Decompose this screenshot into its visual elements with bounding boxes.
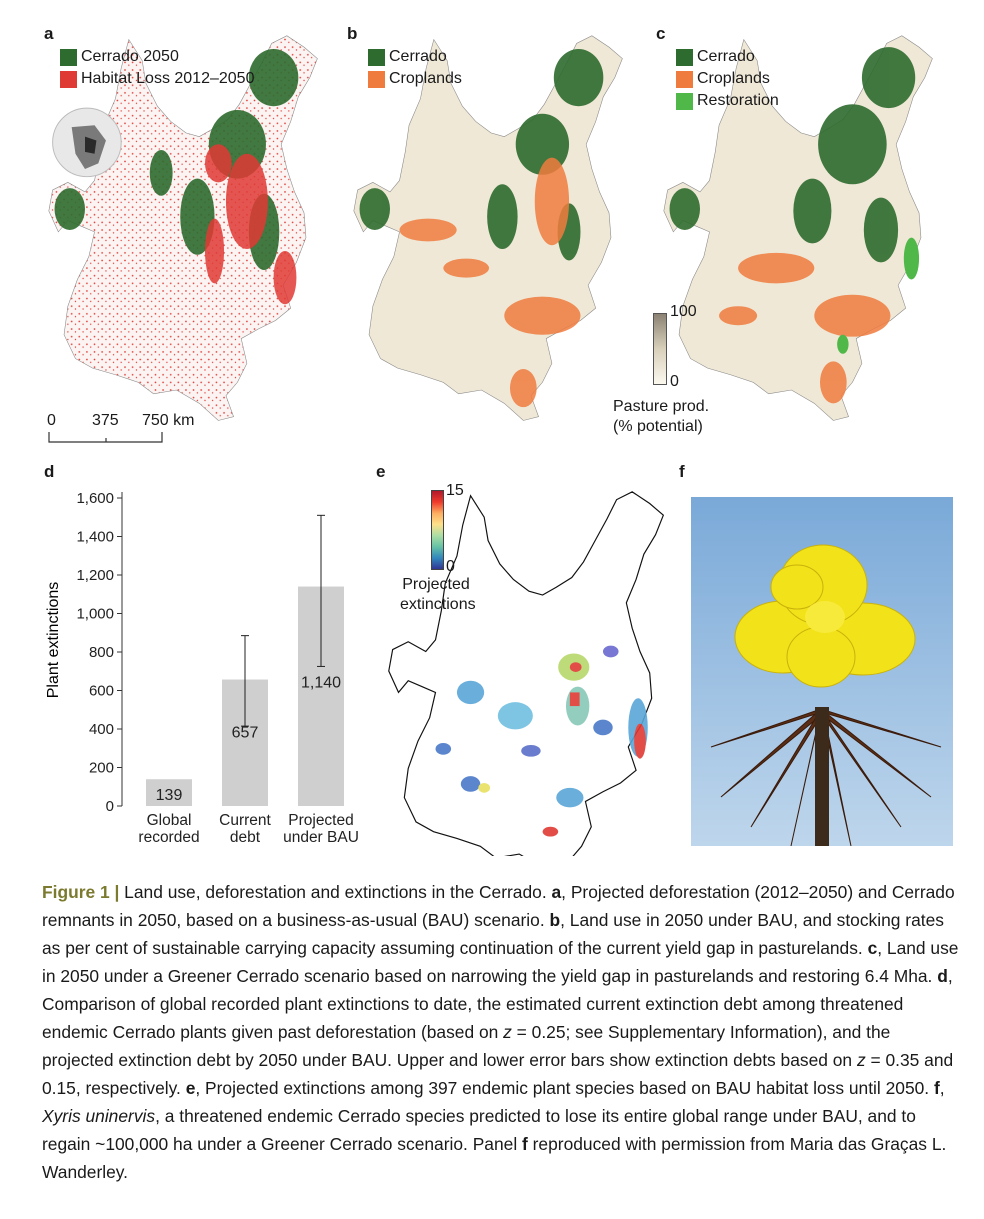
panel-label-f: f — [679, 462, 685, 481]
flower-photo — [691, 497, 953, 846]
caption-text: , Projected extinctions among 397 endemi… — [195, 1078, 934, 1098]
bar — [146, 779, 192, 806]
map-c — [663, 35, 933, 421]
legend-label: Cerrado 2050 — [81, 48, 179, 65]
pasture-scale-min: 0 — [670, 373, 679, 390]
legend-b: Cerrado Croplands — [368, 46, 462, 90]
caption-variable: z — [856, 1050, 866, 1070]
caption-text: , Land use in 2050 under BAU, and stocki… — [42, 910, 944, 958]
legend-label: Croplands — [389, 70, 462, 87]
y-axis-label: Plant extinctions — [45, 582, 62, 699]
legend-label: Cerrado — [697, 48, 755, 65]
x-category-label: Global — [147, 812, 192, 829]
map-b — [353, 35, 623, 421]
x-category-label: Projected — [288, 812, 353, 829]
y-tick-label: 0 — [106, 798, 114, 815]
caption-panel-ref: b — [549, 910, 561, 930]
y-tick-label: 1,600 — [76, 490, 114, 507]
caption-panel-ref: f — [933, 1078, 940, 1098]
legend-label: Restoration — [697, 92, 779, 109]
pasture-scale-max: 100 — [670, 303, 697, 320]
pasture-colorbar — [653, 313, 667, 385]
x-category-label: Current — [219, 812, 271, 829]
caption-text: Land use, deforestation and extinctions … — [119, 882, 552, 902]
extinction-scale-max: 15 — [446, 482, 464, 499]
legend-label: Habitat Loss 2012–2050 — [81, 70, 255, 87]
map-a — [48, 35, 318, 421]
caption-text: , Comparison of global recorded plant ex… — [42, 966, 953, 1042]
extinction-scale-title: Projected extinctions — [400, 575, 476, 615]
bar-value-label: 657 — [232, 725, 259, 742]
extinction-scale-min: 0 — [446, 558, 455, 575]
caption-variable: z — [503, 1022, 512, 1042]
y-tick-label: 200 — [89, 760, 114, 777]
legend-swatch-croplands — [676, 70, 693, 88]
pasture-scale-title-line2: (% potential) — [613, 418, 703, 435]
panel-label-c: c — [656, 24, 666, 43]
legend-swatch-restoration — [676, 92, 693, 110]
x-category-label: debt — [230, 829, 261, 846]
legend-a: Cerrado 2050 Habitat Loss 2012–2050 — [60, 46, 254, 90]
scale-tick-0: 0 — [47, 412, 56, 429]
bar-chart: Plant extinctions 0 200 400 600 800 1,000 1,20… — [45, 490, 359, 846]
panel-label-e: e — [376, 462, 386, 481]
caption-text: reproduced with permission from Maria da… — [42, 1134, 947, 1182]
bar-value-label: 139 — [156, 787, 183, 804]
y-tick-label: 1,000 — [76, 606, 114, 623]
caption-panel-ref: d — [937, 966, 948, 986]
legend-c: Cerrado Croplands Restoration — [676, 46, 779, 112]
scale-tick-750: 750 km — [142, 412, 195, 429]
caption-panel-ref: a — [551, 882, 562, 902]
pasture-scale-title-line1: Pasture prod. — [613, 398, 710, 415]
caption-text: = 0.25; see Supplementary Information), … — [42, 1022, 891, 1070]
legend-swatch-cerrado — [676, 48, 693, 66]
panel-label-b: b — [347, 24, 358, 43]
caption-text: , Land use in 2050 under a Greener Cerra… — [42, 938, 959, 986]
extinction-scale-title-line1: Projected — [402, 576, 470, 593]
y-tick-label: 1,400 — [76, 529, 114, 546]
caption-panel-ref: f — [522, 1134, 528, 1154]
panel-label-d: d — [44, 462, 55, 481]
x-category-label: recorded — [138, 829, 199, 846]
y-tick-label: 800 — [89, 644, 114, 661]
caption-panel-ref: e — [185, 1078, 196, 1098]
scale-tick-375: 375 — [92, 412, 119, 429]
y-tick-label: 600 — [89, 683, 114, 700]
map-e — [388, 491, 664, 856]
caption-text: , a threatened endemic Cerrado species p… — [42, 1106, 916, 1154]
caption-text: = 0.35 and 0.15, respectively. — [42, 1050, 954, 1098]
legend-swatch-croplands — [368, 70, 385, 88]
legend-swatch-habitat-loss — [60, 70, 77, 88]
caption-panel-ref: c — [867, 938, 878, 958]
legend-swatch-cerrado — [60, 48, 77, 66]
caption-text: , Projected deforestation (2012–2050) an… — [42, 882, 955, 930]
caption-species: Xyris uninervis — [42, 1106, 156, 1126]
y-tick-label: 1,200 — [76, 567, 114, 584]
figure-caption: Figure 1 | Land use, deforestation and e… — [42, 878, 962, 1186]
extinction-scale-title-line2: extinctions — [400, 596, 476, 613]
extinction-colorbar — [431, 490, 444, 570]
caption-text: , — [939, 1078, 945, 1098]
legend-label: Cerrado — [389, 48, 447, 65]
legend-label: Croplands — [697, 70, 770, 87]
legend-swatch-cerrado — [368, 48, 385, 66]
y-tick-label: 400 — [89, 721, 114, 738]
panel-label-a: a — [44, 24, 54, 43]
bar-value-label: 1,140 — [301, 674, 341, 691]
caption-heading: Figure 1 | — [42, 882, 120, 902]
x-category-label: under BAU — [283, 829, 359, 846]
pasture-scale-title: Pasture prod. (% potential) — [613, 397, 709, 437]
